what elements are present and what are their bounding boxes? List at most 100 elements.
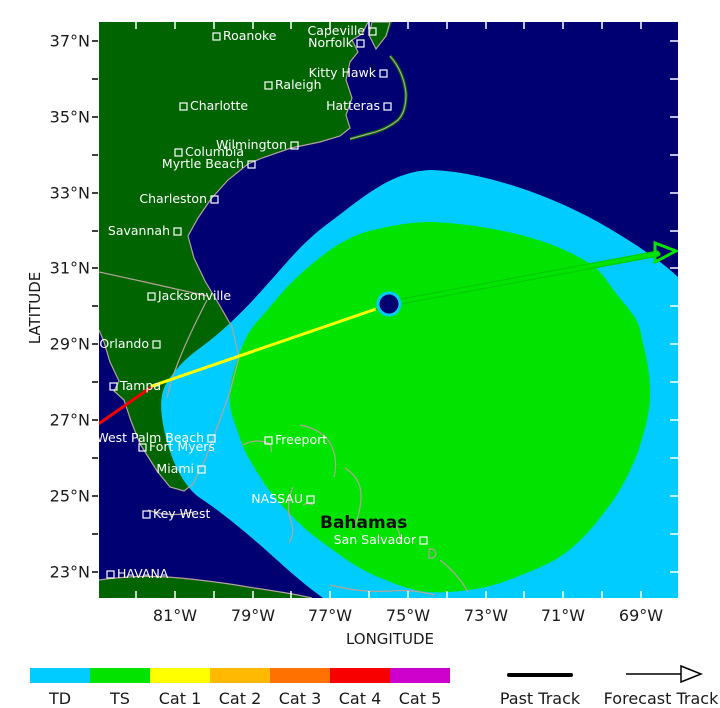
lat-tick-label: 29°N	[50, 335, 90, 354]
coastline-outer-banks	[349, 55, 407, 140]
lon-tick-label: 79°W	[231, 606, 275, 625]
city-marker-box	[142, 510, 151, 519]
cone-ts	[229, 222, 650, 593]
island-abaco	[299, 424, 337, 478]
legend-swatch-cat-1	[150, 668, 210, 683]
axis-tick-labels: 81°W 79°W 77°W 75°W 73°W 71°W 69°W 37°N 35°N 33°N…	[50, 32, 664, 626]
city-label: Orlando	[99, 336, 149, 351]
city-label: Kitty Hawk	[309, 65, 377, 80]
city-label: Wilmington	[216, 137, 287, 152]
city-marker-box	[247, 160, 256, 169]
legend-color-bar	[30, 668, 450, 683]
city-san-salvador: San Salvador	[334, 532, 428, 547]
islands-florida-keys	[147, 509, 194, 516]
city-label: Columbia	[185, 144, 244, 159]
city-wilmington: Wilmington	[216, 137, 299, 152]
city-columbia: Columbia	[174, 144, 244, 159]
legend-swatch-label: Cat 3	[279, 689, 322, 708]
city-marker-box	[174, 148, 183, 157]
city-marker-box	[173, 227, 182, 236]
islands-cuban-cays	[329, 584, 436, 596]
lon-tick-label: 77°W	[308, 606, 352, 625]
city-myrtle-beach: Myrtle Beach	[162, 156, 256, 171]
city-freeport: Freeport	[264, 432, 327, 447]
lat-tick-label: 31°N	[50, 259, 90, 278]
city-marker-box	[379, 69, 388, 78]
forecast-track-fill	[393, 251, 661, 305]
legend-swatch-cat-5	[390, 668, 450, 683]
city-norfolk: Norfolk	[308, 35, 365, 50]
island-andros	[287, 486, 294, 544]
city-charleston: Charleston	[139, 191, 219, 206]
lat-tick-label: 23°N	[50, 563, 90, 582]
coastline-cuba	[99, 575, 313, 598]
city-savannah: Savannah	[108, 223, 182, 238]
city-fort-myers: Fort Myers	[138, 439, 215, 454]
city-miami: Miami	[156, 461, 206, 476]
city-marker-box	[306, 495, 315, 504]
river-st-johns	[166, 299, 208, 399]
city-nassau: NASSAU	[251, 491, 315, 506]
city-marker-box	[152, 340, 161, 349]
forecast-track-symbol-arrowhead	[680, 664, 704, 684]
legend-swatch-label: Cat 4	[339, 689, 382, 708]
city-label: Myrtle Beach	[162, 156, 244, 171]
city-marker-box	[383, 102, 392, 111]
city-label: Miami	[156, 461, 194, 476]
city-label: NASSAU	[251, 491, 303, 506]
forecast-track-arrowhead	[653, 240, 678, 265]
city-marker-box	[207, 434, 216, 443]
past-track-cat1-segment	[150, 306, 381, 388]
legend-swatch-label: Cat 1	[159, 689, 202, 708]
city-label: Capeville	[307, 23, 365, 38]
island-san-salvador	[428, 548, 437, 559]
city-marker-box	[290, 141, 299, 150]
city-tampa: Tampa	[109, 378, 161, 393]
legend-swatch-label: TD	[48, 689, 71, 708]
lat-tick-label: 25°N	[50, 487, 90, 506]
city-label: Jacksonville	[157, 288, 231, 303]
city-marker-box	[419, 536, 428, 545]
lat-tick-label: 27°N	[50, 411, 90, 430]
legend-swatch-cat-2	[210, 668, 270, 683]
city-jacksonville: Jacksonville	[147, 288, 231, 303]
land-cuba	[99, 576, 312, 598]
city-charlotte: Charlotte	[179, 98, 248, 113]
city-label: Charlotte	[190, 98, 248, 113]
region-label-bahamas: Bahamas	[320, 513, 407, 533]
storm-center	[376, 291, 402, 317]
city-marker-box	[138, 443, 147, 452]
city-label: San Salvador	[334, 532, 417, 547]
lat-tick-label: 33°N	[50, 184, 90, 203]
city-roanoke: Roanoke	[212, 28, 277, 43]
lon-tick-label: 71°W	[541, 606, 585, 625]
axis-ticks	[92, 22, 678, 598]
island-cat	[389, 519, 401, 545]
city-marker-box	[210, 195, 219, 204]
city-marker-box	[264, 436, 273, 445]
legend-swatch-cat-4	[330, 668, 390, 683]
legend-swatch-label: Cat 5	[399, 689, 442, 708]
legend: TD TS Cat 1 Cat 2 Cat 3 Cat 4 Cat 5 Past Track…	[30, 664, 719, 708]
city-marker-box	[356, 39, 365, 48]
city-label: Raleigh	[275, 77, 322, 92]
past-track-cat4-segment	[99, 384, 155, 426]
city-hatteras: Hatteras	[326, 98, 392, 113]
legend-swatch-ts	[90, 668, 150, 683]
island-eleuthera	[344, 467, 362, 531]
lon-tick-label: 81°W	[153, 606, 197, 625]
city-marker-box	[179, 102, 188, 111]
city-label: HAVANA	[117, 566, 169, 581]
lat-tick-label: 35°N	[50, 108, 90, 127]
coastline-us	[99, 22, 369, 492]
city-orlando: Orlando	[99, 336, 161, 351]
land-delmarva	[369, 22, 392, 49]
map-area	[99, 22, 678, 598]
forecast-track-label: Forecast Track	[604, 689, 719, 708]
legend-swatch-label: TS	[109, 689, 130, 708]
city-label: Charleston	[139, 191, 207, 206]
lat-axis-title: LATITUDE	[26, 272, 44, 345]
